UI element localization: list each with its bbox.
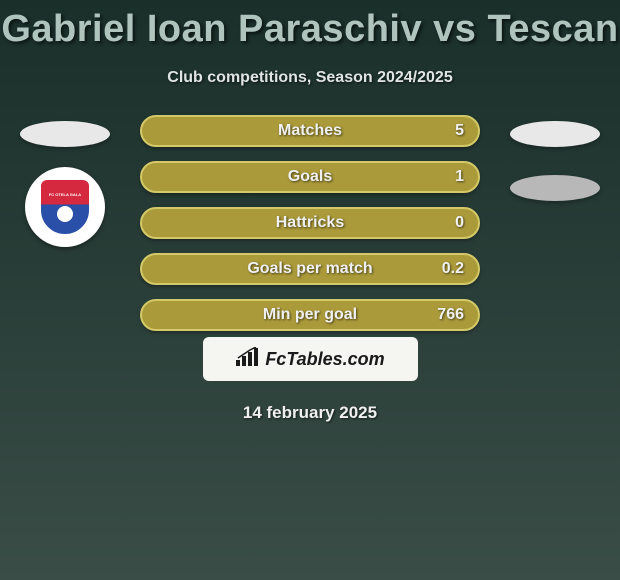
left-player-placeholder xyxy=(20,121,110,147)
stat-label: Goals xyxy=(288,168,332,186)
comparison-subtitle: Club competitions, Season 2024/2025 xyxy=(0,69,620,87)
stat-label: Matches xyxy=(278,122,342,140)
stat-row-goals-per-match: Goals per match 0.2 xyxy=(140,253,480,285)
right-player-placeholder xyxy=(510,121,600,147)
comparison-title: Gabriel Ioan Paraschiv vs Tescan xyxy=(0,0,620,51)
stat-value-right: 0 xyxy=(455,214,464,232)
shield-icon: FC OTELA GALA xyxy=(39,178,91,236)
brand-text: FcTables.com xyxy=(265,349,384,370)
bar-chart-icon xyxy=(235,347,259,372)
stats-list: Matches 5 Goals 1 Hattricks 0 Goals per … xyxy=(140,115,480,345)
right-team-placeholder xyxy=(510,175,600,201)
stat-label: Goals per match xyxy=(247,260,372,278)
stat-value-right: 766 xyxy=(437,306,464,324)
stat-row-min-per-goal: Min per goal 766 xyxy=(140,299,480,331)
stat-label: Hattricks xyxy=(276,214,344,232)
right-player-column xyxy=(505,115,605,201)
stat-label: Min per goal xyxy=(263,306,357,324)
stat-row-goals: Goals 1 xyxy=(140,161,480,193)
stat-row-matches: Matches 5 xyxy=(140,115,480,147)
comparison-area: FC OTELA GALA Matches 5 Goals 1 Hattrick… xyxy=(0,115,620,325)
left-team-badge: FC OTELA GALA xyxy=(25,167,105,247)
stat-row-hattricks: Hattricks 0 xyxy=(140,207,480,239)
ball-icon xyxy=(57,206,73,222)
shield-text: FC OTELA GALA xyxy=(41,192,89,197)
stat-value-right: 5 xyxy=(455,122,464,140)
stat-value-right: 1 xyxy=(455,168,464,186)
stat-value-right: 0.2 xyxy=(442,260,464,278)
date-text: 14 february 2025 xyxy=(0,403,620,423)
left-player-column: FC OTELA GALA xyxy=(15,115,115,247)
